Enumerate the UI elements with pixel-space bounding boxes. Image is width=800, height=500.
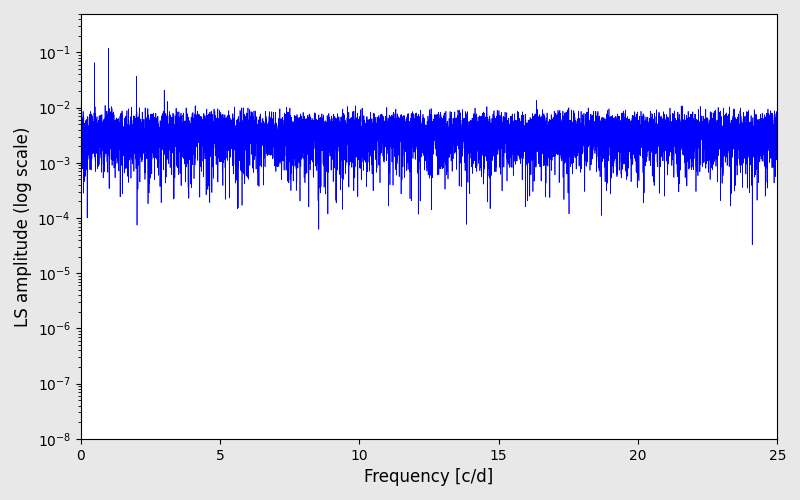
X-axis label: Frequency [c/d]: Frequency [c/d] bbox=[364, 468, 494, 486]
Y-axis label: LS amplitude (log scale): LS amplitude (log scale) bbox=[14, 126, 32, 326]
